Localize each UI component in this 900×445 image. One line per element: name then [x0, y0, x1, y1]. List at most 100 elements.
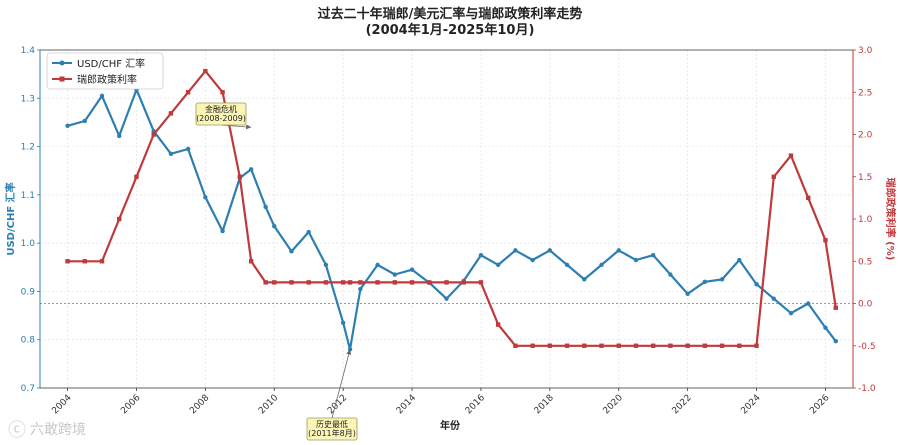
policy-rate-point — [719, 343, 725, 348]
y-left-tick-label: 1.1 — [21, 191, 35, 201]
policy-rate-point — [323, 280, 329, 285]
policy-rate-point — [754, 343, 759, 348]
usdchf-point — [248, 167, 254, 172]
legend-marker-rate — [59, 76, 65, 82]
chart-title-line2: (2004年1月-2025年10月) — [366, 22, 535, 38]
policy-rate-point — [237, 174, 243, 179]
usdchf-point — [771, 296, 776, 301]
policy-rate-point — [82, 259, 87, 264]
usdchf-point — [117, 133, 122, 139]
usdchf-point — [719, 277, 725, 282]
usdchf-point — [444, 296, 449, 301]
usdchf-point — [65, 123, 70, 129]
policy-rate-point — [263, 280, 268, 285]
annotations: 金融危机(2008-2009) 历史最低(2011年8月) — [195, 102, 358, 441]
usdchf-point — [99, 93, 105, 99]
usdchf-point — [823, 325, 828, 330]
policy-rate-point — [340, 280, 346, 285]
legend: USD/CHF 汇率 瑞郎政策利率 — [46, 52, 164, 90]
y-left-tick-label: 1.2 — [21, 143, 35, 153]
policy-rate-point — [616, 343, 621, 348]
usdchf-point — [650, 253, 656, 258]
usdchf-point — [478, 253, 484, 258]
usdchf-point — [530, 257, 535, 263]
policy-rate-point — [650, 343, 656, 348]
axes: 0.7 0.8 0.9 1.0 1.1 1.2 1.3 1.4 -1.0 -0.5 0.0 0.5 1.… — [21, 46, 876, 416]
policy-rate-point — [248, 259, 254, 264]
usdchf-point — [685, 291, 690, 297]
policy-rate-point — [306, 280, 311, 285]
policy-rate-point — [134, 174, 139, 179]
usdchf-point — [323, 262, 329, 268]
annotation-arrow-low — [331, 349, 351, 419]
y-right-tick-label: -1.0 — [858, 384, 876, 394]
x-tick-label: 2018 — [533, 393, 556, 416]
usdchf-point — [289, 249, 294, 254]
policy-rate-point — [513, 343, 518, 348]
policy-rate-point — [833, 305, 838, 310]
x-axis-label: 年份 — [440, 419, 461, 432]
x-tick-label: 2016 — [464, 393, 487, 416]
x-tick-label: 2008 — [188, 393, 211, 416]
usdchf-point — [220, 228, 225, 234]
usdchf-point — [375, 262, 380, 268]
chart-title-line1: 过去二十年瑞郎/美元汇率与瑞郎政策利率走势 — [318, 6, 583, 22]
legend-box — [46, 52, 164, 90]
annotation-text-crisis: 金融危机 — [205, 104, 237, 114]
usdchf-point — [306, 229, 311, 235]
policy-rate-point — [668, 343, 673, 348]
annotation-arrowhead-low — [346, 349, 352, 355]
x-tick-label: 2020 — [602, 393, 625, 416]
policy-rate-point — [564, 343, 570, 348]
policy-rate-point — [203, 68, 208, 74]
policy-rate-point — [444, 280, 449, 285]
usdchf-point — [495, 262, 501, 268]
usdchf-point — [203, 195, 208, 200]
usdchf-point — [272, 224, 277, 229]
x-tick-label: 2022 — [670, 393, 693, 416]
usdchf-point — [702, 279, 708, 284]
y-left-tick-label: 0.7 — [21, 384, 35, 394]
policy-rate-point — [547, 343, 553, 348]
policy-rate-point — [392, 280, 398, 285]
policy-rate-point — [168, 111, 174, 116]
policy-rate-point — [272, 280, 277, 285]
policy-rate-point — [495, 322, 501, 327]
usdchf-point — [358, 286, 363, 292]
annotation-text-low: 历史最低 — [316, 419, 348, 429]
usdchf-point — [616, 248, 621, 253]
usdchf-point — [633, 257, 639, 263]
usdchf-line — [67, 88, 837, 351]
series-group — [65, 68, 838, 352]
usdchf-point — [347, 347, 353, 352]
policy-rate-point — [685, 343, 690, 348]
usdchf-point — [82, 118, 87, 124]
policy-rate-point — [185, 90, 191, 95]
x-tick-label: 2006 — [119, 393, 142, 416]
x-tick-label: 2014 — [395, 393, 418, 416]
y-right-tick-label: 1.0 — [858, 215, 873, 225]
usdchf-point — [392, 272, 398, 277]
usdchf-point — [833, 338, 838, 344]
y-axis-left-label: USD/CHF 汇率 — [4, 182, 17, 255]
usdchf-point — [806, 301, 811, 306]
y-left-tick-label: 0.8 — [21, 336, 36, 346]
usdchf-point — [564, 262, 570, 268]
watermark-text: 六敢跨境 — [30, 422, 86, 438]
y-left-tick-label: 0.9 — [21, 287, 36, 297]
watermark-icon: ⓒ — [8, 420, 26, 441]
usdchf-point — [668, 272, 673, 277]
usdchf-point — [737, 257, 742, 263]
y-right-tick-label: -0.5 — [858, 342, 876, 352]
grid — [40, 49, 853, 389]
legend-marker-usdchf — [59, 60, 65, 66]
x-tick-label: 2004 — [50, 393, 73, 416]
policy-rate-point — [823, 237, 828, 243]
usdchf-point — [263, 204, 268, 210]
policy-rate-point — [702, 343, 708, 348]
policy-rate-point — [737, 343, 742, 348]
y-left-tick-label: 1.3 — [21, 94, 35, 104]
legend-label-usdchf: USD/CHF 汇率 — [77, 57, 145, 70]
